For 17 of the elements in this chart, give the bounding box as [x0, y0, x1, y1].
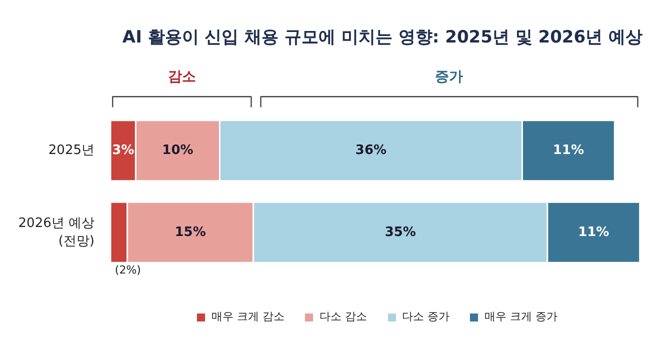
data-label: 35%: [384, 224, 416, 240]
chart-title: AI 활용이 신입 채용 규모에 미치는 영향: 2025년 및 2026년 예상: [122, 28, 642, 48]
data-label: 11%: [578, 224, 610, 240]
y-tick-label: 2026년 예상 (전망): [18, 216, 95, 249]
legend-label: 매우 크게 감소: [212, 309, 284, 324]
data-label: 15%: [174, 224, 206, 240]
data-label: (2%): [114, 263, 141, 276]
data-label: 10%: [162, 143, 194, 158]
data-label: 3%: [112, 143, 134, 158]
text: 증가: [435, 69, 464, 86]
legend-label: 다소 증가: [402, 309, 450, 324]
y-tick-label: 2025년: [48, 143, 95, 158]
data-label: 36%: [355, 143, 387, 158]
text: 감소: [168, 69, 196, 86]
data-label: 11%: [552, 143, 584, 158]
legend-label: 다소 감소: [320, 309, 367, 324]
legend-label: 매우 크게 증가: [484, 309, 558, 324]
